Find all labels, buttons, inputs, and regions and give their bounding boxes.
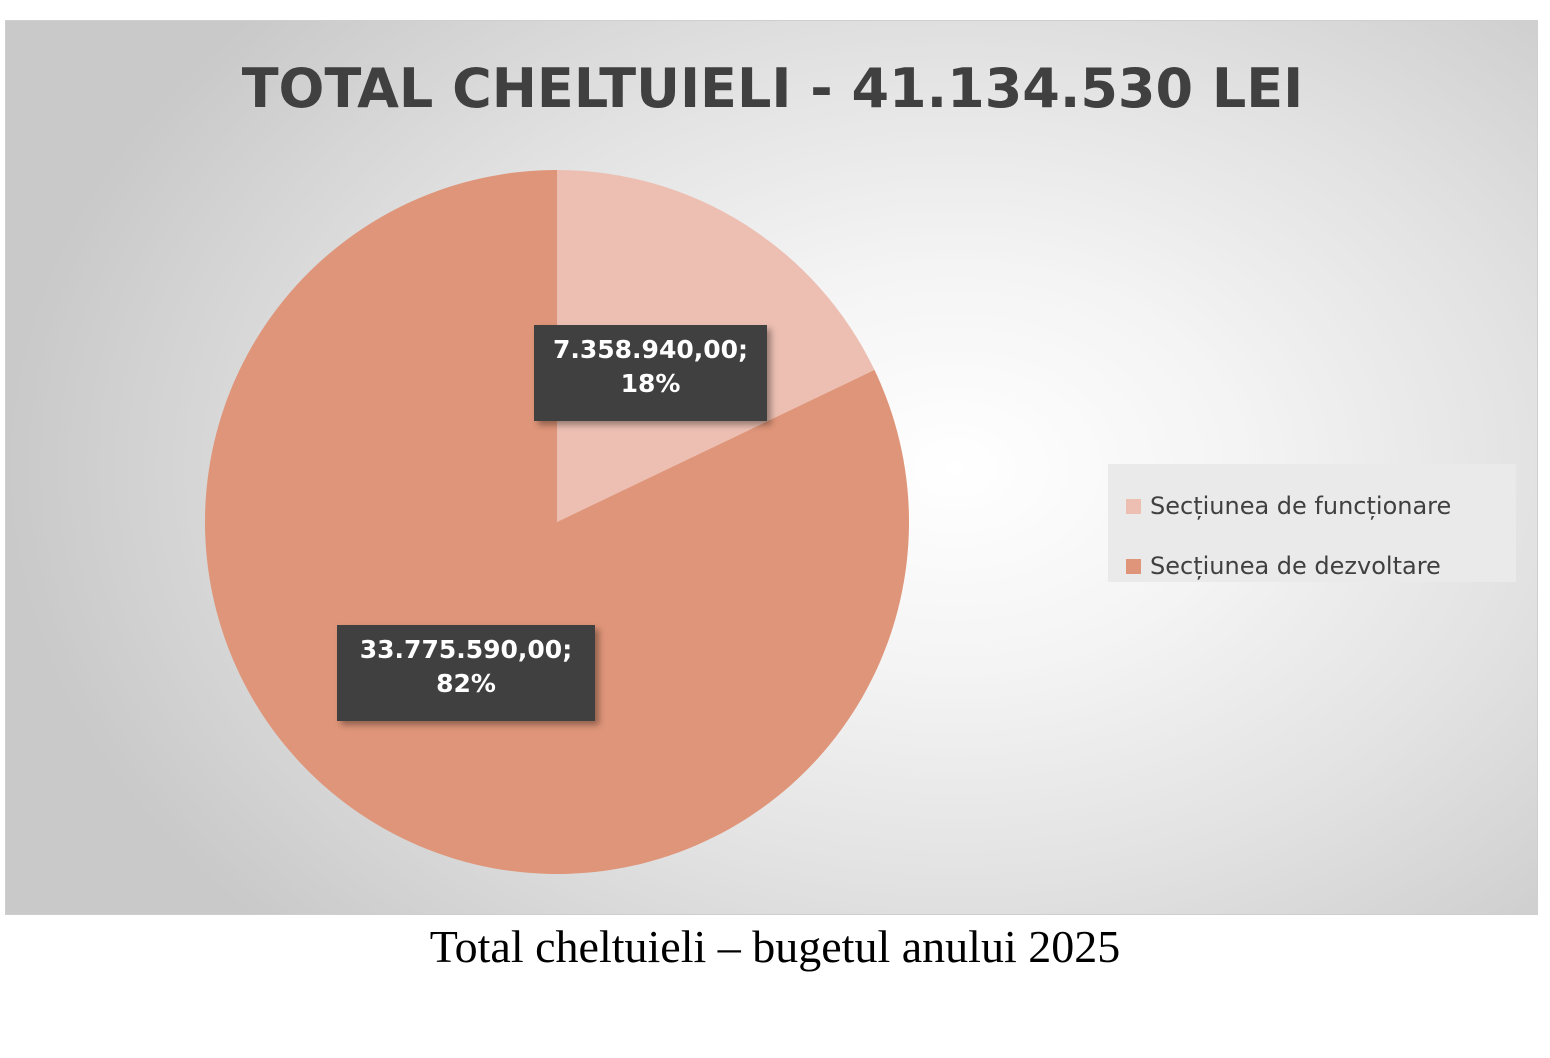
legend-label-dezvoltare: Secțiunea de dezvoltare <box>1150 552 1441 580</box>
chart-title: TOTAL CHELTUIELI - 41.134.530 LEI <box>241 57 1304 120</box>
data-label-dezvoltare-value: 33.775.590,00; <box>359 635 573 664</box>
data-label-dezvoltare-percent: 82% <box>436 669 496 698</box>
data-label-functionare: 7.358.940,00; 18% <box>534 325 767 421</box>
figure-caption: Total cheltuieli – bugetul anului 2025 <box>429 921 1121 972</box>
chart-area: TOTAL CHELTUIELI - 41.134.530 LEI 7.358.… <box>5 20 1538 915</box>
data-label-functionare-value: 7.358.940,00; <box>552 335 749 364</box>
data-label-dezvoltare: 33.775.590,00; 82% <box>337 625 595 721</box>
legend: Secțiunea de funcționare Secțiunea de de… <box>1108 464 1516 582</box>
legend-swatch-dezvoltare <box>1126 558 1141 574</box>
data-label-functionare-percent: 18% <box>620 369 681 398</box>
legend-label-functionare: Secțiunea de funcționare <box>1150 492 1452 520</box>
legend-item-functionare: Secțiunea de funcționare <box>1126 476 1516 536</box>
legend-item-dezvoltare: Secțiunea de dezvoltare <box>1126 536 1516 596</box>
legend-swatch-functionare <box>1126 498 1141 514</box>
